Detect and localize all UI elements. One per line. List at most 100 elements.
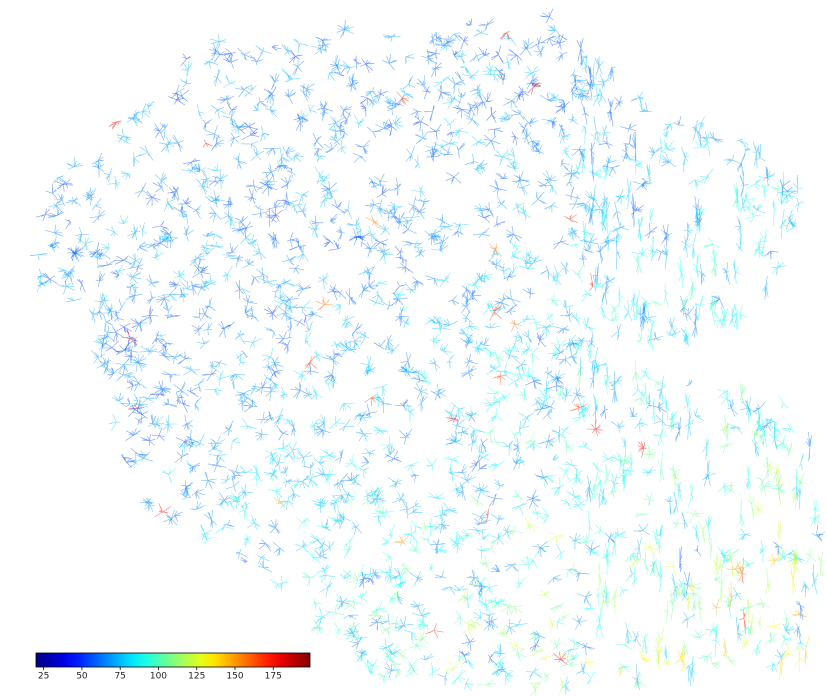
neuron-glyph [168,187,180,201]
neuron-glyph [419,395,428,412]
neuron-glyph [426,459,438,471]
neuron-glyph [114,265,125,280]
neuron-glyph [359,283,371,297]
neuron-glyph [208,164,222,171]
neuron-glyph [140,344,158,355]
neuron-glyph [223,75,235,88]
neuron-glyph [379,638,394,649]
neuron-glyph [340,419,355,431]
neuron-glyph [465,154,478,165]
neuron-glyph [477,271,493,283]
neuron-glyph [137,241,148,251]
neuron-glyph [221,475,231,484]
neuron-glyph [732,587,742,600]
neuron-glyph [588,511,593,539]
neuron-glyph [577,591,592,606]
neuron-glyph [704,238,720,251]
neuron-glyph [169,281,180,290]
neuron-glyph [698,264,705,285]
neuron-glyph [140,223,147,237]
neuron-glyph [97,260,115,267]
neuron-glyph [169,187,178,201]
neuron-glyph [511,110,524,120]
neuron-glyph [336,227,345,241]
neuron-glyph [397,259,413,273]
neuron-glyph [538,180,553,187]
neuron-glyph [577,642,595,655]
neuron-glyph [294,319,306,327]
neuron-glyph [407,659,417,672]
colorbar-tick-label: 125 [188,672,205,682]
neuron-glyph [224,197,232,209]
neuron-glyph [747,598,751,624]
neuron-glyph [740,171,749,197]
neuron-glyph [491,565,500,572]
neuron-glyph [543,437,557,449]
neuron-glyph [428,563,434,570]
neuron-glyph [403,76,416,89]
neuron-glyph [452,50,467,64]
neuron-glyph [238,466,253,473]
neuron-glyph [571,244,579,248]
neuron-glyph [354,115,365,128]
neuron-glyph [521,342,533,356]
neuron-glyph [484,583,497,594]
neuron-glyph [689,656,695,687]
neuron-glyph [242,129,260,140]
neuron-glyph [478,212,491,222]
neuron-glyph [438,85,451,101]
neuron-glyph [415,248,425,258]
neuron-glyph [495,479,505,490]
neuron-glyph [502,56,511,70]
neuron-glyph [478,461,487,471]
neuron-glyph [112,393,125,406]
neuron-glyph [482,427,495,442]
neuron-glyph [430,525,441,531]
neuron-glyph [578,442,592,451]
neuron-glyph [65,220,70,230]
neuron-glyph [673,492,678,515]
neuron-glyph [411,521,422,534]
neuron-glyph [657,627,664,644]
neuron-glyph [431,545,448,554]
neuron-glyph [192,323,205,336]
neuron-glyph [452,223,463,236]
neuron-glyph [426,518,438,534]
neuron-glyph [487,494,503,507]
neuron-glyph [308,221,319,238]
neuron-glyph [549,92,564,102]
neuron-glyph [422,520,428,535]
neuron-glyph [641,633,648,654]
neuron-glyph [182,415,193,430]
neuron-glyph [381,301,393,310]
neuron-glyph [634,513,649,518]
neuron-glyph [693,524,700,542]
neuron-glyph [394,536,409,546]
neuron-glyph [503,272,516,281]
neuron-glyph [278,192,290,208]
neuron-glyph [77,279,85,292]
neuron-glyph [129,253,141,268]
neuron-glyph [328,68,339,80]
neuron-glyph [204,510,217,528]
neuron-glyph [490,532,504,544]
neuron-glyph [187,387,198,397]
neuron-glyph [441,587,456,595]
neuron-glyph [602,451,617,462]
neuron-glyph [255,205,264,210]
neuron-glyph [662,395,670,420]
neuron-glyph [373,384,387,396]
neuron-glyph [383,33,401,42]
colorbar-tick-label: 50 [76,672,88,682]
neuron-glyph [524,552,539,568]
neuron-glyph [748,494,755,520]
neuron-glyph [388,478,402,489]
neuron-glyph [451,536,460,554]
neuron-glyph [499,112,510,121]
neuron-glyph [353,153,367,163]
neuron-glyph [653,527,659,545]
neuron-glyph [316,520,329,530]
neuron-glyph [378,247,393,264]
neuron-glyph [154,124,164,141]
neuron-glyph [434,506,448,517]
